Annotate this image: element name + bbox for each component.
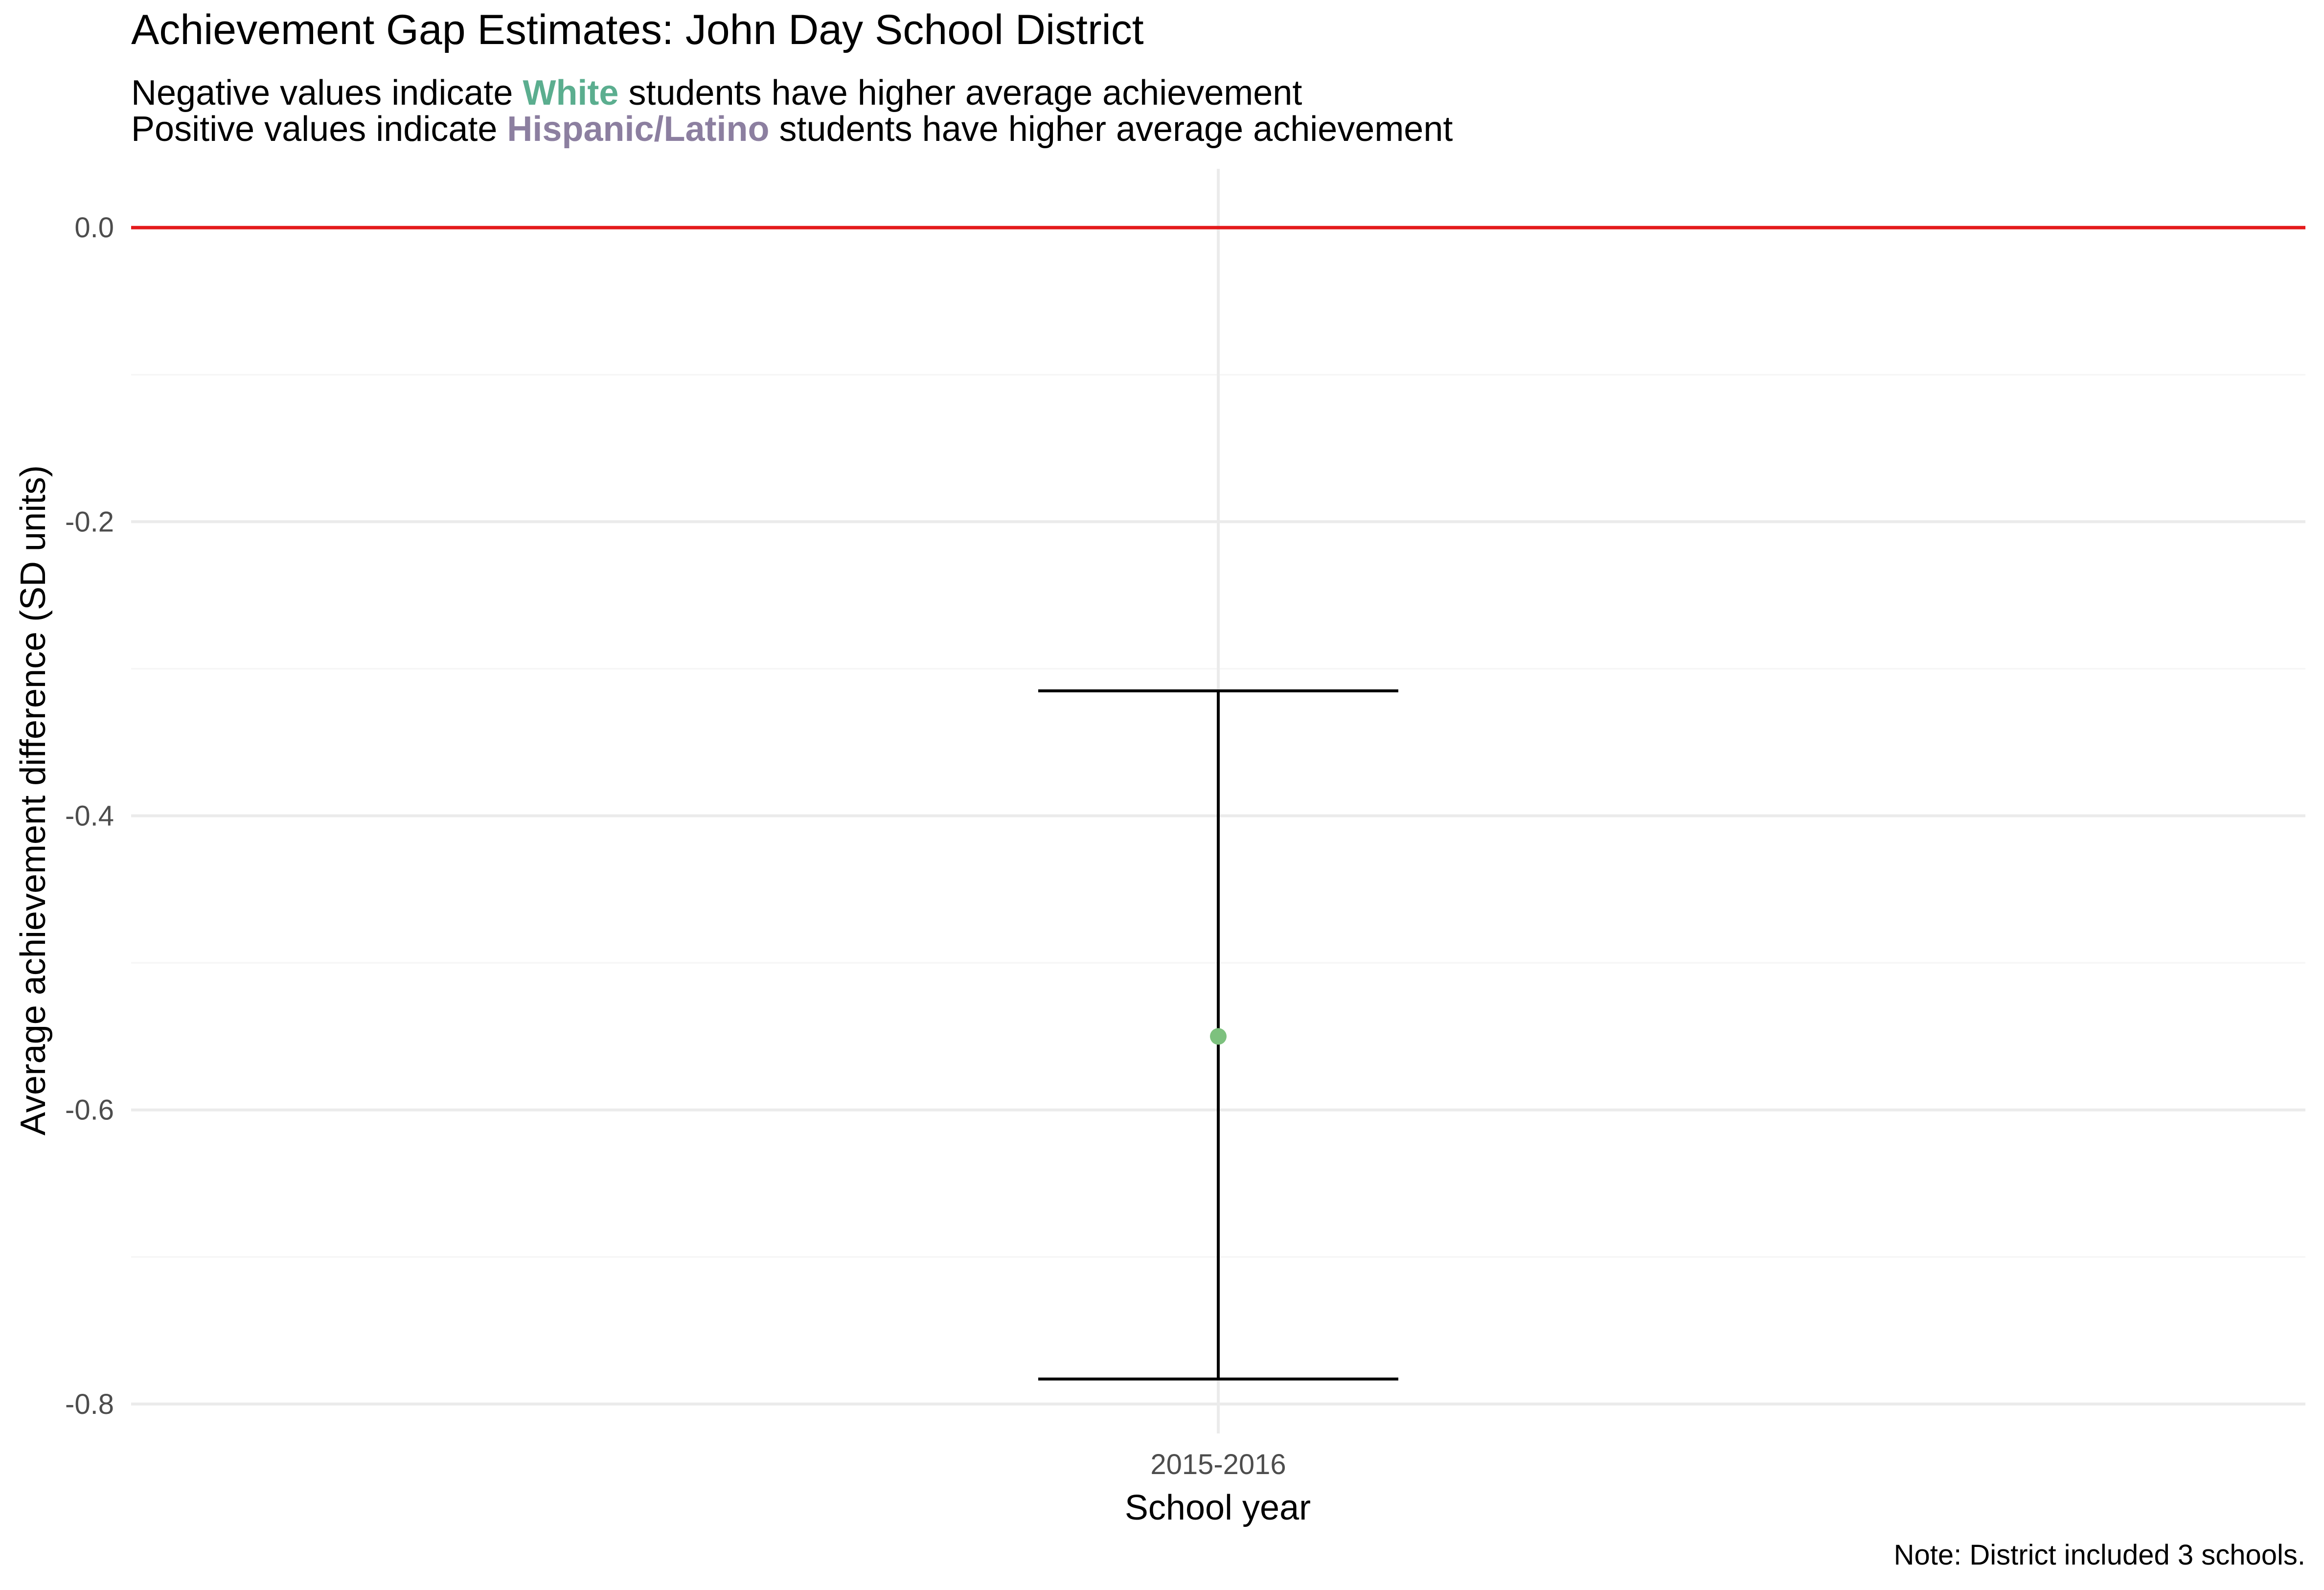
x-axis-title: School year — [1125, 1488, 1311, 1527]
subtitle-negative-prefix: Negative values indicate — [131, 73, 523, 113]
subtitle-negative-suffix: students have higher average achievement — [618, 73, 1302, 113]
subtitle-hispanic-highlight: Hispanic/Latino — [507, 110, 770, 149]
y-axis-title: Average achievement difference (SD units… — [14, 465, 53, 1136]
y-tick-label: -0.2 — [65, 506, 114, 538]
chart-caption: Note: District included 3 schools. — [1893, 1539, 2305, 1571]
data-point — [1210, 1028, 1227, 1045]
subtitle-white-highlight: White — [523, 73, 619, 113]
subtitle-line-positive: Positive values indicate Hispanic/Latino… — [131, 112, 1453, 147]
x-tick-labels: 2015-2016 — [1150, 1449, 1286, 1480]
y-tick-label: -0.4 — [65, 800, 114, 832]
subtitle-line-negative: Negative values indicate White students … — [131, 75, 1302, 111]
y-tick-label: -0.8 — [65, 1388, 114, 1420]
x-tick-label: 2015-2016 — [1150, 1449, 1286, 1480]
y-tick-label: -0.6 — [65, 1094, 114, 1126]
subtitle-positive-prefix: Positive values indicate — [131, 110, 507, 149]
y-tick-label: 0.0 — [74, 212, 114, 244]
point-group — [1210, 1028, 1227, 1045]
y-tick-labels: 0.0 -0.2 -0.4 -0.6 -0.8 — [65, 212, 114, 1420]
subtitle-positive-suffix: students have higher average achievement — [769, 110, 1453, 149]
chart-title: Achievement Gap Estimates: John Day Scho… — [131, 6, 1144, 53]
